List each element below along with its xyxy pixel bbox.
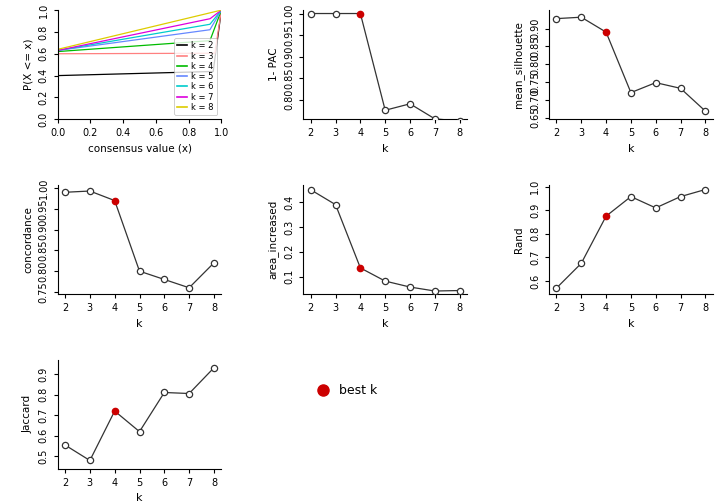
Y-axis label: Jaccard: Jaccard xyxy=(23,395,33,433)
X-axis label: k: k xyxy=(136,319,143,329)
X-axis label: k: k xyxy=(628,144,634,154)
Text: best k: best k xyxy=(339,384,377,397)
Legend: k = 2, k = 3, k = 4, k = 5, k = 6, k = 7, k = 8: k = 2, k = 3, k = 4, k = 5, k = 6, k = 7… xyxy=(174,38,217,115)
X-axis label: k: k xyxy=(382,319,389,329)
Y-axis label: area_increased: area_increased xyxy=(268,200,279,279)
Y-axis label: 1- PAC: 1- PAC xyxy=(269,48,279,82)
X-axis label: k: k xyxy=(136,493,143,503)
X-axis label: consensus value (x): consensus value (x) xyxy=(88,144,192,154)
Y-axis label: P(X <= x): P(X <= x) xyxy=(23,39,33,90)
X-axis label: k: k xyxy=(382,144,389,154)
Y-axis label: mean_silhouette: mean_silhouette xyxy=(513,21,524,108)
X-axis label: k: k xyxy=(628,319,634,329)
Y-axis label: Rand: Rand xyxy=(514,226,524,253)
Y-axis label: concordance: concordance xyxy=(23,206,33,273)
